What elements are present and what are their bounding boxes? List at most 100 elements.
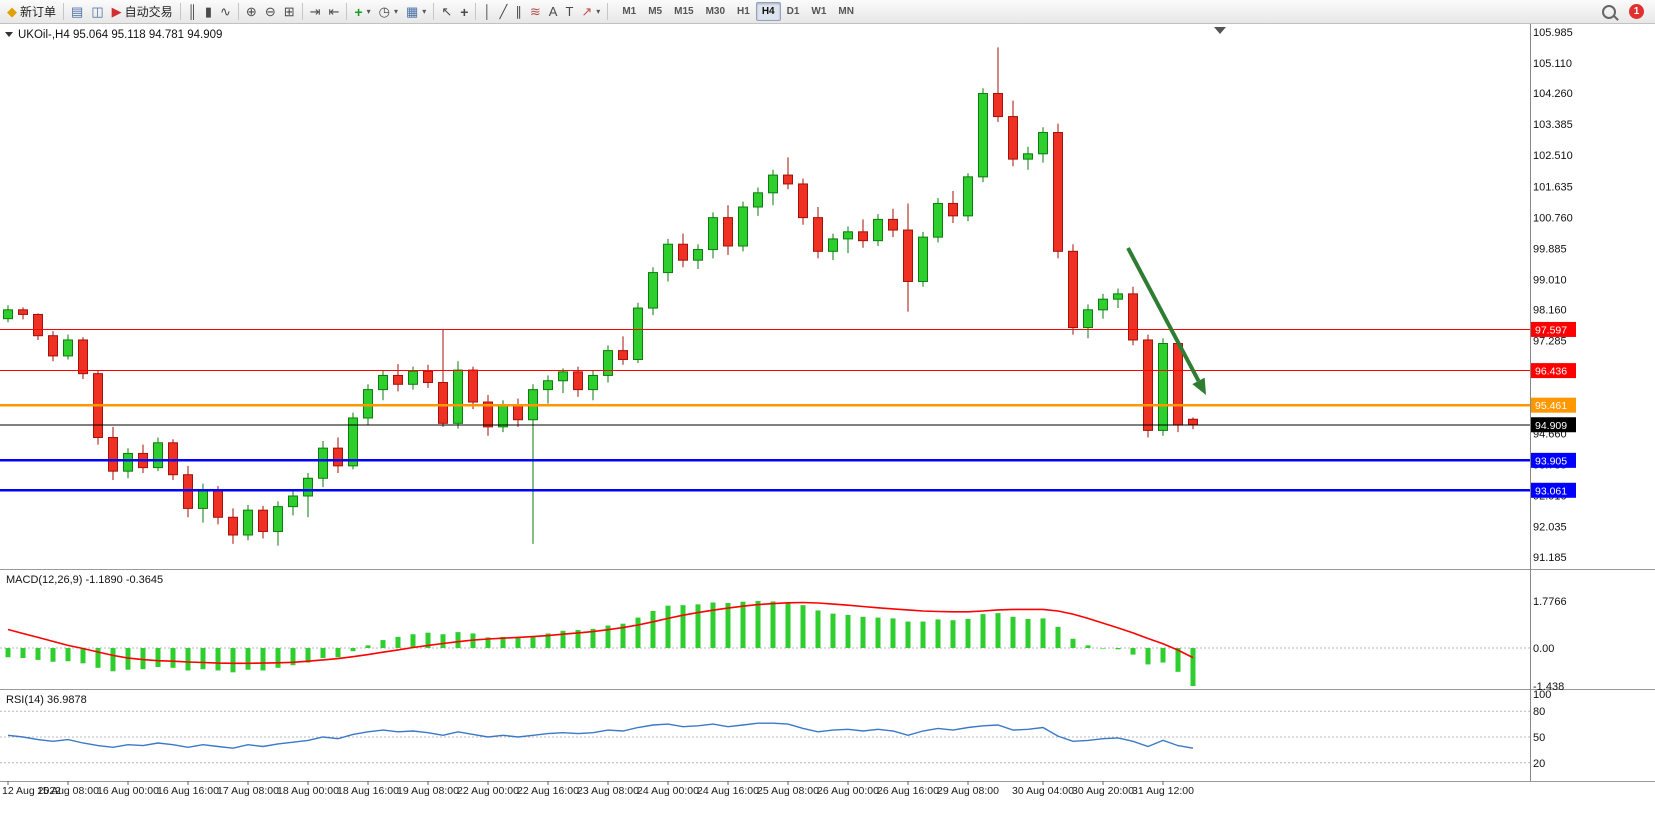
candle xyxy=(843,231,853,240)
price-tag-text: 93.061 xyxy=(1535,485,1567,497)
macd-histogram-bar xyxy=(140,648,146,670)
chart-shift-icon[interactable]: ⇤ xyxy=(325,1,344,23)
timeframe-h4-button[interactable]: H4 xyxy=(755,2,781,21)
auto-trading-play-icon: ▶ xyxy=(111,4,122,19)
price-axis-label: 92.035 xyxy=(1533,522,1567,534)
equidistant-channel-icon[interactable]: ∥ xyxy=(511,1,526,23)
candle xyxy=(663,243,673,274)
indicators-icon[interactable]: + ▾ xyxy=(350,1,374,23)
timeframe-m5-button[interactable]: M5 xyxy=(648,6,663,17)
macd-histogram-bar xyxy=(1055,626,1061,648)
macd-histogram-bar xyxy=(605,625,611,648)
notification-badge[interactable]: 1 xyxy=(1629,4,1644,19)
time-axis-label: 19 Aug 08:00 xyxy=(397,785,459,797)
candle xyxy=(213,490,223,518)
trendline-icon[interactable]: ╱ xyxy=(496,1,512,23)
candle xyxy=(603,350,613,376)
price-chart[interactable]: 1.7766 0.00 -1.438 MACD(12,26,9) -1.1890 -0… xyxy=(0,24,1655,819)
crosshair-icon[interactable]: + xyxy=(456,1,472,23)
candle xyxy=(183,474,193,509)
line-chart-icon[interactable]: ∿ xyxy=(216,1,235,23)
zoom-out-icon[interactable]: ⊖ xyxy=(261,1,280,23)
candle xyxy=(318,447,328,479)
data-window-icon[interactable]: ◫ xyxy=(87,1,107,23)
price-axis-label: 99.010 xyxy=(1533,274,1567,286)
candle xyxy=(483,401,493,428)
bar-chart-icon[interactable]: ║ xyxy=(184,1,201,23)
macd-histogram-bar xyxy=(1160,648,1166,663)
text-label-icon[interactable]: T xyxy=(561,1,577,23)
caret-down-icon[interactable]: ▾ xyxy=(596,7,601,16)
periods-icon[interactable]: ◷ ▾ xyxy=(375,1,402,23)
trendline-icon: ╱ xyxy=(499,4,508,19)
auto-scroll-icon: ⇥ xyxy=(309,4,321,19)
candle xyxy=(1053,132,1063,252)
candle xyxy=(453,369,463,424)
timeframe-m30-button[interactable]: M30 xyxy=(705,6,726,17)
macd-histogram-bar xyxy=(875,617,881,648)
candle xyxy=(558,371,568,382)
timeframe-m15-button[interactable]: M15 xyxy=(674,6,694,17)
toolbar-separator xyxy=(475,3,477,20)
candle xyxy=(783,174,793,185)
price-tag-text: 95.461 xyxy=(1535,400,1567,412)
tile-windows-icon[interactable]: ⊞ xyxy=(280,1,299,23)
caret-down-icon[interactable]: ▾ xyxy=(366,7,371,16)
search-button[interactable] xyxy=(1598,1,1620,23)
timeframe-mn-button[interactable]: MN xyxy=(838,6,854,17)
candle xyxy=(438,382,448,424)
price-axis-label: 105.110 xyxy=(1533,58,1572,70)
timeframe-m1-button[interactable]: M1 xyxy=(622,6,637,17)
price-axis-label: 99.885 xyxy=(1533,243,1567,255)
text-icon[interactable]: A xyxy=(545,1,562,23)
text-label-icon: T xyxy=(565,4,574,19)
chart-shift-marker-icon[interactable] xyxy=(1214,27,1226,34)
price-tag-96.436 xyxy=(1531,363,1576,379)
macd-histogram-bar xyxy=(1025,618,1031,648)
macd-histogram-bar xyxy=(680,605,686,648)
macd-histogram-bar xyxy=(410,634,416,648)
periods-icon: ◷ xyxy=(378,4,390,19)
macd-indicator-label: MACD(12,26,9) -1.1890 -0.3645 xyxy=(6,574,163,586)
templates-icon[interactable]: ▦ ▾ xyxy=(402,1,430,23)
new-order-button[interactable]: ◆ 新订单 xyxy=(3,1,60,23)
candlestick-chart-icon[interactable]: ▮ xyxy=(201,1,216,23)
zoom-out-icon: ⊖ xyxy=(264,4,276,19)
macd-histogram-bar xyxy=(305,648,311,663)
one-click-trading-arrow-icon[interactable] xyxy=(5,32,13,37)
macd-histogram-bar xyxy=(50,648,56,662)
timeframe-w1-button[interactable]: W1 xyxy=(811,6,827,17)
candle xyxy=(1128,293,1138,341)
macd-histogram-bar xyxy=(35,648,41,660)
caret-down-icon[interactable]: ▾ xyxy=(422,7,427,16)
fibonacci-icon[interactable]: ≋ xyxy=(526,1,545,23)
vertical-line-icon[interactable]: │ xyxy=(479,1,495,23)
cursor-icon[interactable]: ↖ xyxy=(437,1,456,23)
macd-histogram-bar xyxy=(1100,648,1106,649)
macd-histogram-bar xyxy=(65,648,71,662)
price-tag-95.461 xyxy=(1531,397,1576,413)
zoom-in-icon: ⊕ xyxy=(245,4,257,19)
macd-histogram-bar xyxy=(785,601,791,648)
macd-histogram-bar xyxy=(620,623,626,648)
macd-histogram-bar xyxy=(530,636,536,648)
candle xyxy=(258,509,268,532)
auto-trading-button[interactable]: ▶ 自动交易 xyxy=(108,1,177,23)
profiles-icon[interactable]: ▤ xyxy=(67,1,87,23)
toolbar-separator xyxy=(179,3,181,20)
chart-shift-icon: ⇤ xyxy=(328,4,340,19)
timeframe-d1-button[interactable]: D1 xyxy=(786,6,800,17)
zoom-in-icon[interactable]: ⊕ xyxy=(242,1,261,23)
candle xyxy=(1098,298,1108,311)
auto-scroll-icon[interactable]: ⇥ xyxy=(306,1,325,23)
arrows-icon[interactable]: ↗ ▾ xyxy=(577,1,604,23)
caret-down-icon[interactable]: ▾ xyxy=(393,7,398,16)
trend-arrow[interactable] xyxy=(1126,247,1201,382)
macd-histogram-bar xyxy=(950,620,956,648)
macd-histogram-bar xyxy=(95,648,101,668)
macd-histogram-bar xyxy=(1040,618,1046,648)
time-axis-label: 26 Aug 16:00 xyxy=(877,785,939,797)
candle xyxy=(573,371,583,391)
price-tag-text: 97.597 xyxy=(1535,324,1567,336)
timeframe-h1-button[interactable]: H1 xyxy=(737,6,750,17)
